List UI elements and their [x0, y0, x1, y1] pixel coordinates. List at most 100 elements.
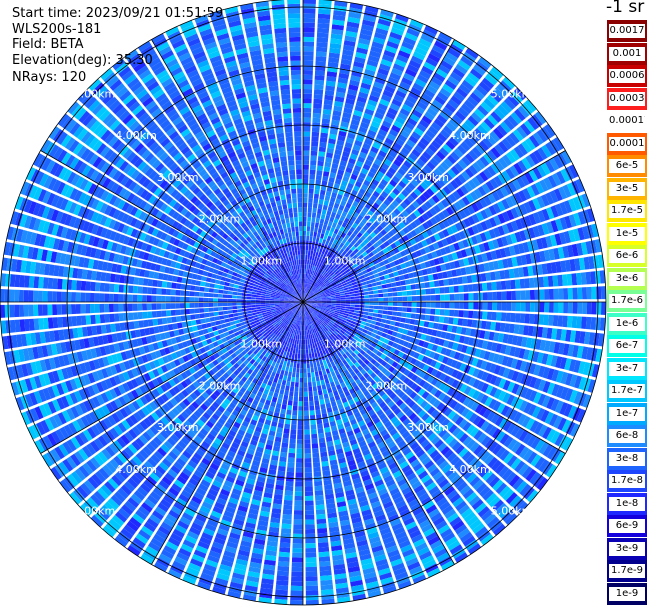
heatmap-cell — [330, 307, 336, 311]
heatmap-cell — [303, 396, 309, 402]
heatmap-cell — [516, 336, 523, 347]
heatmap-cell — [321, 303, 327, 305]
heatmap-cell — [281, 528, 292, 534]
heatmap-cell — [277, 398, 283, 404]
heatmap-cell — [284, 495, 293, 501]
heatmap-cell — [330, 295, 336, 298]
heatmap-cell — [406, 95, 418, 105]
heatmap-cell — [425, 295, 431, 301]
heatmap-cell — [485, 251, 493, 261]
heatmap-cell — [349, 293, 355, 297]
heatmap-cell — [309, 405, 315, 411]
heatmap-cell — [286, 471, 295, 477]
heatmap-cell — [347, 316, 353, 321]
heatmap-cell — [400, 317, 406, 323]
heatmap-cell — [314, 75, 325, 81]
heatmap-cell — [296, 448, 303, 454]
heatmap-cell — [292, 405, 298, 411]
heatmap-cell — [306, 295, 311, 299]
heatmap-cell — [354, 105, 364, 113]
heatmap-cell — [414, 78, 427, 88]
heatmap-cell — [361, 183, 369, 191]
heatmap-cell — [339, 291, 345, 294]
heatmap-cell — [333, 256, 339, 262]
heatmap-cell — [304, 292, 306, 298]
heatmap-cell — [528, 363, 537, 375]
heatmap-cell — [315, 284, 320, 289]
heatmap-cell — [421, 268, 428, 276]
heatmap-cell — [276, 570, 289, 577]
heatmap-cell — [346, 280, 352, 285]
heatmap-cell — [332, 14, 346, 21]
heatmap-cell — [397, 307, 403, 312]
heatmap-cell — [334, 290, 340, 294]
heatmap-cell — [303, 70, 313, 75]
heatmap-cell — [485, 321, 492, 330]
heatmap-cell — [501, 291, 507, 301]
heatmap-cell — [345, 224, 352, 231]
heatmap-cell — [337, 274, 343, 279]
heatmap-cell — [497, 259, 504, 269]
heatmap-cell — [426, 188, 435, 197]
heatmap-cell — [549, 190, 559, 203]
heatmap-cell — [279, 389, 285, 395]
heatmap-cell — [319, 137, 328, 143]
heatmap-cell — [380, 265, 387, 271]
heatmap-cell — [357, 214, 364, 221]
heatmap-cell — [280, 451, 288, 458]
heatmap-cell — [420, 181, 429, 190]
heatmap-cell — [522, 242, 530, 253]
heatmap-cell — [372, 313, 378, 317]
heatmap-cell — [305, 335, 307, 340]
heatmap-cell — [574, 375, 582, 389]
heatmap-cell — [508, 181, 518, 193]
heatmap-cell — [304, 481, 313, 487]
heatmap-cell — [372, 259, 379, 265]
heatmap-cell — [563, 302, 569, 314]
heatmap-cell — [487, 302, 493, 311]
heatmap-cell — [303, 287, 305, 293]
heatmap-cell — [380, 58, 393, 67]
heatmap-cell — [347, 243, 354, 249]
heatmap-cell — [518, 348, 526, 359]
heatmap-cell — [338, 267, 344, 272]
heatmap-cell — [457, 276, 463, 285]
heatmap-cell — [282, 514, 292, 520]
heatmap-cell — [305, 294, 309, 299]
heatmap-cell — [318, 288, 323, 292]
heatmap-cell — [492, 260, 500, 270]
heatmap-cell — [400, 263, 407, 269]
heatmap-cell — [319, 360, 324, 366]
heatmap-cell — [313, 289, 318, 293]
heatmap-cell — [309, 265, 313, 270]
heatmap-cell — [491, 281, 497, 291]
heatmap-cell — [326, 76, 337, 82]
heatmap-cell — [429, 259, 436, 267]
heatmap-cell — [433, 168, 443, 178]
heatmap-cell — [346, 213, 352, 220]
heatmap-cell — [323, 99, 333, 106]
heatmap-cell — [306, 273, 309, 279]
heatmap-cell — [314, 290, 319, 295]
heatmap-cell — [598, 333, 605, 347]
heatmap-cell — [365, 64, 377, 72]
heatmap-cell — [481, 340, 489, 350]
heatmap-cell — [350, 245, 356, 252]
heatmap-cell — [319, 281, 324, 286]
heatmap-cell — [502, 258, 509, 269]
heatmap-cell — [376, 317, 382, 323]
heatmap-cell — [595, 317, 601, 331]
heatmap-cell — [501, 170, 511, 182]
heatmap-cell — [409, 19, 424, 29]
heatmap-cell — [304, 298, 307, 301]
heatmap-cell — [340, 58, 352, 66]
heatmap-cell — [566, 182, 576, 196]
heatmap-cell — [417, 256, 425, 263]
heatmap-cell — [332, 261, 338, 267]
heatmap-cell — [303, 60, 314, 66]
heatmap-cell — [470, 328, 476, 337]
heatmap-cell — [314, 79, 325, 86]
heatmap-cell — [332, 275, 338, 280]
heatmap-cell — [461, 170, 471, 181]
heatmap-cell — [345, 202, 352, 209]
